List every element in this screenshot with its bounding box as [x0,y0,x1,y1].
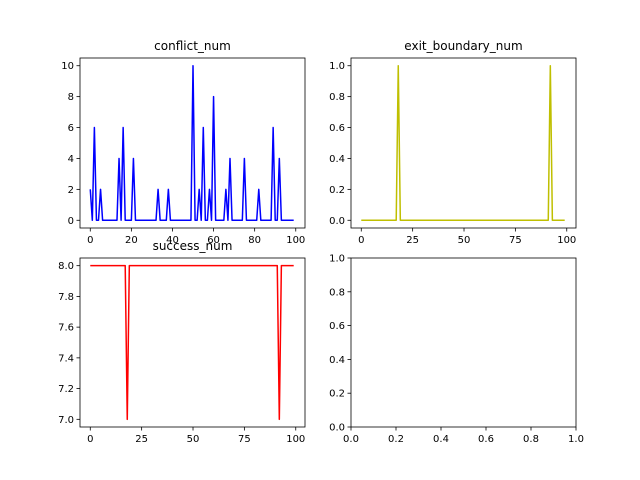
success-num-y-tick-label: 7.2 [58,384,74,395]
conflict-num-x-tick-label: 20 [125,235,138,246]
empty-y-tick-label: 0.6 [329,321,345,332]
exit-boundary-num-y-tick-label: 0.0 [329,216,345,227]
conflict-num-x-tick-label: 0 [87,235,93,246]
success-num-y-tick-label: 7.8 [58,292,74,303]
exit-boundary-num-axes-frame [350,57,577,229]
exit-boundary-num-y-tick-label: 1.0 [329,61,345,72]
empty-y-tick-label: 0.0 [329,423,345,434]
empty-x-tick-label: 0.4 [433,434,449,445]
success-num-x-tick-label: 100 [286,434,305,445]
conflict-num-y-tick-label: 6 [68,123,74,134]
success-num-y-tick-label: 7.6 [58,323,74,334]
subplot-empty: 0.0 0.2 0.4 0.6 0.8 1.0 0.0 0.2 0.4 0.6 0.8 1.0 [329,254,584,446]
success-num-x-tick-label: 0 [87,434,93,445]
empty-y-tick-label: 0.2 [329,389,345,400]
conflict-num-y-tick-label: 10 [61,61,74,72]
exit-boundary-num-y-tick-label: 0.8 [329,92,345,103]
conflict-num-x-tick-label: 80 [248,235,261,246]
exit-boundary-num-x-tick-label: 100 [557,235,576,246]
subplot-success-num: 0 25 50 75 100 7.0 7.2 7.4 7.6 7.8 8.0 success_num [58,239,306,445]
exit-boundary-num-y-tick-label: 0.2 [329,185,345,196]
empty-x-tick-label: 0.0 [343,434,359,445]
empty-axes-frame [350,257,577,428]
conflict-num-title: conflict_num [154,39,231,53]
success-num-series-line-0 [90,264,294,421]
exit-boundary-num-x-tick-label: 75 [509,235,522,246]
success-num-x-tick-label: 75 [238,434,251,445]
conflict-num-x-tick-label: 100 [286,235,305,246]
exit-boundary-num-x-tick-label: 0 [358,235,364,246]
conflict-num-y-tick-label: 4 [68,154,74,165]
success-num-y-tick-label: 7.4 [58,353,74,364]
conflict-num-y-tick-label: 2 [68,185,74,196]
success-num-title: success_num [153,239,233,253]
conflict-num-y-tick-label: 8 [68,92,74,103]
success-num-x-tick-label: 25 [135,434,148,445]
conflict-num-x-tick-label: 60 [207,235,220,246]
success-num-y-tick-label: 7.0 [58,415,74,426]
exit-boundary-num-x-tick-label: 25 [406,235,419,246]
empty-y-tick-label: 0.8 [329,287,345,298]
success-num-y-tick-label: 8.0 [58,261,74,272]
exit-boundary-num-title: exit_boundary_num [404,39,522,53]
success-num-axes-frame [79,257,306,428]
exit-boundary-num-series-line-0 [361,64,565,222]
conflict-num-x-tick-label: 40 [166,235,179,246]
subplot-exit-boundary-num: 0 25 50 75 100 0.0 0.2 0.4 0.6 0.8 1.0 exit_boundar… [329,39,577,246]
empty-x-tick-label: 1.0 [568,434,584,445]
exit-boundary-num-x-tick-label: 50 [458,235,471,246]
exit-boundary-num-y-tick-label: 0.4 [329,154,345,165]
conflict-num-series-line-0 [89,64,294,222]
empty-y-tick-label: 1.0 [329,254,345,265]
empty-y-tick-label: 0.4 [329,355,345,366]
exit-boundary-num-y-tick-label: 0.6 [329,123,345,134]
success-num-x-tick-label: 50 [187,434,200,445]
conflict-num-y-tick-label: 0 [68,216,74,227]
empty-x-tick-label: 0.8 [523,434,539,445]
empty-x-tick-label: 0.2 [388,434,404,445]
subplot-conflict-num: 0 20 40 60 80 100 0 2 4 6 8 10 conflict_num [61,39,306,246]
conflict-num-axes-frame [79,57,306,229]
empty-x-tick-label: 0.6 [478,434,494,445]
